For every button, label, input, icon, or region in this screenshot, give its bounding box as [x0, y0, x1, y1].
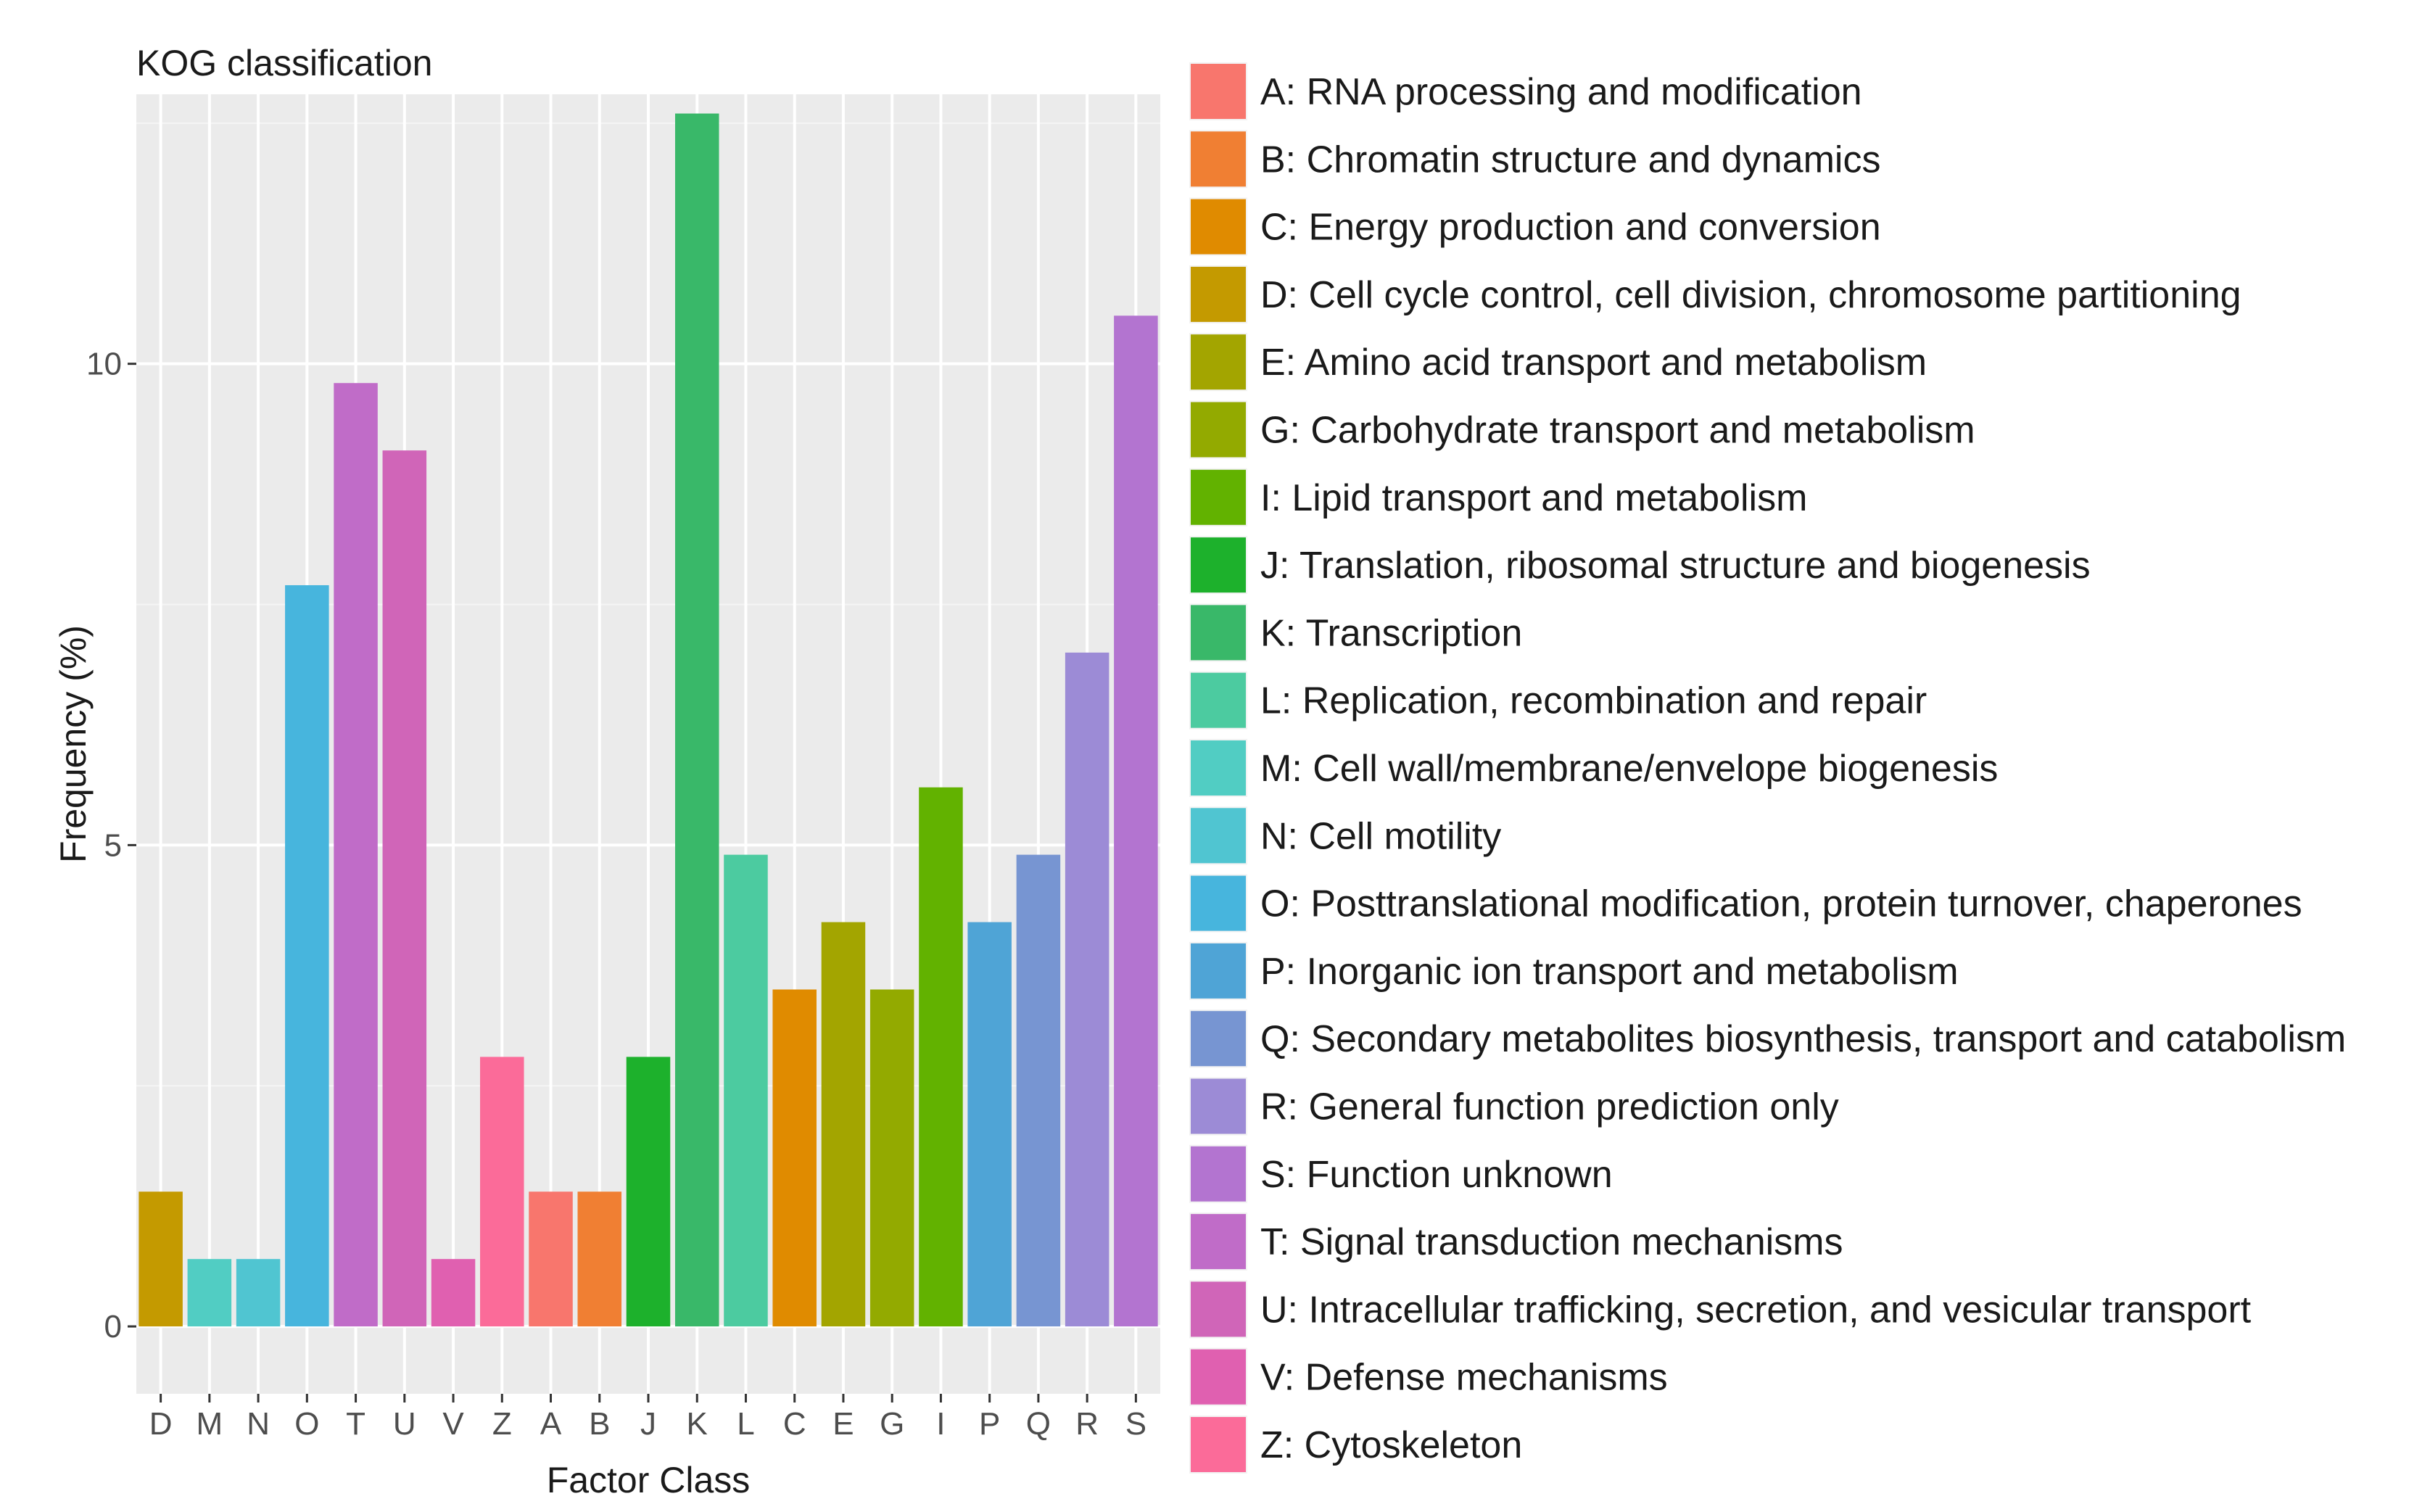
bar-Z — [480, 1057, 524, 1327]
x-tick-label-E: E — [832, 1406, 854, 1442]
x-tick-label-T: T — [346, 1406, 365, 1442]
bar-R — [1065, 652, 1110, 1327]
legend-label-Q: Q: Secondary metabolites biosynthesis, t… — [1260, 1018, 2346, 1060]
legend-label-K: K: Transcription — [1260, 612, 1522, 654]
y-tick-label: 5 — [104, 827, 122, 863]
legend-swatch-Q — [1191, 1011, 1246, 1067]
x-axis-title: Factor Class — [547, 1460, 751, 1500]
legend-swatch-N — [1191, 808, 1246, 864]
y-axis-title: Frequency (%) — [53, 625, 94, 863]
x-tick-label-P: P — [979, 1406, 1000, 1442]
legend-label-O: O: Posttranslational modification, prote… — [1260, 883, 2302, 925]
legend-swatch-S — [1191, 1146, 1246, 1202]
legend-label-P: P: Inorganic ion transport and metabolis… — [1260, 951, 1959, 993]
bars — [139, 113, 1158, 1327]
bar-N — [236, 1259, 281, 1327]
legend-swatch-L — [1191, 672, 1246, 728]
x-tick-label-A: A — [540, 1406, 562, 1442]
legend-swatch-V — [1191, 1349, 1246, 1405]
bar-I — [919, 787, 963, 1327]
bar-M — [187, 1259, 232, 1327]
legend-swatch-O — [1191, 875, 1246, 931]
bar-O — [285, 584, 329, 1327]
x-tick-label-Q: Q — [1026, 1406, 1051, 1442]
y-axis: 0 5 10 — [86, 347, 136, 1344]
legend-swatch-M — [1191, 740, 1246, 796]
bar-C — [772, 989, 817, 1327]
x-tick-label-N: N — [247, 1406, 270, 1442]
legend-swatch-C — [1191, 199, 1246, 255]
legend-label-U: U: Intracellular trafficking, secretion,… — [1260, 1289, 2252, 1331]
legend-swatch-Z — [1191, 1417, 1246, 1472]
legend-label-N: N: Cell motility — [1260, 815, 1501, 857]
legend-label-Z: Z: Cytoskeleton — [1260, 1424, 1522, 1466]
x-tick-label-K: K — [687, 1406, 708, 1442]
bar-L — [724, 854, 768, 1327]
legend-swatch-D — [1191, 266, 1246, 322]
legend-label-T: T: Signal transduction mechanisms — [1260, 1221, 1843, 1263]
x-tick-label-O: O — [294, 1406, 319, 1442]
legend-label-V: V: Defense mechanisms — [1260, 1357, 1668, 1399]
legend-swatch-I — [1191, 469, 1246, 525]
legend-swatch-G — [1191, 402, 1246, 458]
bar-B — [577, 1191, 622, 1327]
legend-label-I: I: Lipid transport and metabolism — [1260, 477, 1807, 519]
x-tick-label-R: R — [1075, 1406, 1099, 1442]
x-tick-label-I: I — [936, 1406, 945, 1442]
bar-D — [139, 1191, 183, 1327]
y-tick-label: 0 — [104, 1309, 122, 1344]
legend-label-A: A: RNA processing and modification — [1260, 71, 1862, 113]
x-tick-label-C: C — [783, 1406, 806, 1442]
x-tick-label-M: M — [197, 1406, 223, 1442]
bar-S — [1114, 315, 1158, 1327]
bar-Q — [1016, 854, 1061, 1327]
x-tick-label-D: D — [149, 1406, 173, 1442]
legend-label-G: G: Carbohydrate transport and metabolism — [1260, 410, 1975, 452]
legend-label-R: R: General function prediction only — [1260, 1086, 1839, 1128]
legend-swatch-B — [1191, 131, 1246, 187]
bar-G — [869, 989, 914, 1327]
legend-label-B: B: Chromatin structure and dynamics — [1260, 139, 1880, 181]
x-tick-label-U: U — [393, 1406, 416, 1442]
bar-V — [431, 1259, 476, 1327]
legend-label-E: E: Amino acid transport and metabolism — [1260, 342, 1927, 384]
legend: A: RNA processing and modification B: Chr… — [1189, 62, 2346, 1474]
x-tick-label-G: G — [880, 1406, 904, 1442]
legend-swatch-R — [1191, 1078, 1246, 1134]
legend-swatch-E — [1191, 334, 1246, 390]
legend-swatch-A — [1191, 64, 1246, 119]
legend-swatch-P — [1191, 943, 1246, 999]
legend-swatch-J — [1191, 537, 1246, 593]
x-tick-label-B: B — [589, 1406, 610, 1442]
x-tick-label-Z: Z — [492, 1406, 512, 1442]
bar-J — [626, 1057, 671, 1327]
bar-U — [382, 450, 427, 1327]
chart-title: KOG classification — [136, 43, 432, 83]
x-tick-label-V: V — [442, 1406, 464, 1442]
y-tick-label: 10 — [86, 347, 122, 382]
legend-label-J: J: Translation, ribosomal structure and … — [1260, 545, 2091, 587]
bar-P — [967, 922, 1012, 1327]
bar-K — [674, 113, 719, 1327]
legend-label-L: L: Replication, recombination and repair — [1260, 680, 1927, 722]
legend-swatch-T — [1191, 1214, 1246, 1270]
legend-label-S: S: Function unknown — [1260, 1154, 1613, 1196]
bar-A — [529, 1191, 573, 1327]
legend-swatch-K — [1191, 605, 1246, 661]
x-tick-label-J: J — [640, 1406, 656, 1442]
bar-E — [821, 922, 866, 1327]
x-tick-label-L: L — [737, 1406, 754, 1442]
legend-swatch-U — [1191, 1281, 1246, 1337]
x-tick-label-S: S — [1125, 1406, 1146, 1442]
legend-label-M: M: Cell wall/membrane/envelope biogenesi… — [1260, 748, 1998, 790]
legend-label-D: D: Cell cycle control, cell division, ch… — [1260, 274, 2241, 316]
legend-label-C: C: Energy production and conversion — [1260, 207, 1881, 249]
bar-T — [334, 383, 378, 1327]
